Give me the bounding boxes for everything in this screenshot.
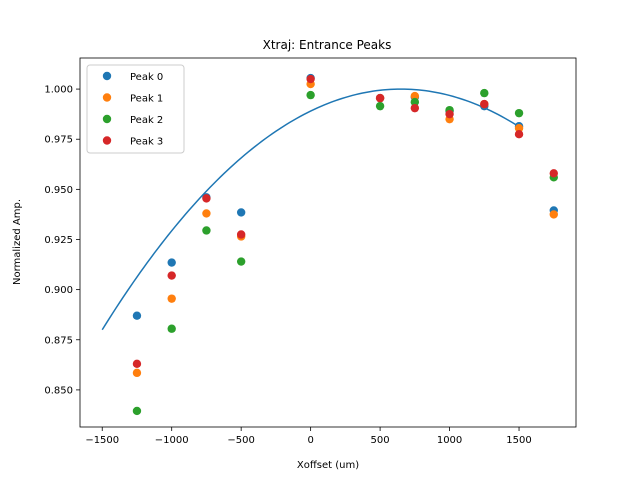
point-peak-3-9	[514, 130, 524, 139]
x-axis-label: Xoffset (um)	[297, 460, 359, 471]
point-peak-3-3	[236, 230, 246, 239]
y-tick-label: 0.850	[44, 385, 73, 396]
point-peak-3-10	[549, 169, 558, 178]
x-tick-label: −1500	[85, 435, 119, 446]
point-peak-2-6	[410, 97, 420, 107]
legend-label: Peak 2	[130, 115, 163, 126]
legend-marker	[102, 114, 112, 124]
point-peak-2-8	[480, 88, 489, 98]
y-tick-label: 0.875	[44, 335, 73, 346]
point-peak-0-3	[236, 208, 246, 217]
plot-frame	[79, 57, 577, 428]
x-tick-label: −500	[227, 435, 254, 446]
point-peak-3-0	[132, 359, 142, 369]
point-peak-2-3	[236, 257, 246, 266]
legend: Peak 0 Peak 1 Peak 2 Peak 3	[86, 64, 185, 154]
point-peak-2-9	[514, 108, 524, 118]
x-tick-label: 0	[307, 435, 313, 446]
point-peak-0-0	[132, 311, 142, 320]
x-tick-label: −1000	[155, 435, 189, 446]
y-axis-label: Normalized Amp.	[12, 199, 23, 285]
legend-label: Peak 0	[130, 72, 163, 83]
y-tick-label: 0.900	[44, 285, 73, 296]
point-peak-3-4	[306, 74, 315, 84]
x-tick-label: 500	[371, 435, 390, 446]
point-peak-2-2	[202, 226, 211, 235]
point-peak-2-4	[306, 90, 315, 100]
point-peak-3-1	[167, 271, 176, 280]
point-peak-1-6	[410, 91, 420, 101]
point-peak-1-10	[549, 210, 558, 219]
x-axis: −1500 −1000 −500 0 500 1000 1500	[85, 427, 532, 446]
x-tick-label: 1500	[506, 435, 531, 446]
point-peak-3-8	[480, 99, 489, 109]
legend-marker	[102, 136, 112, 145]
point-peak-2-0	[132, 406, 142, 416]
y-tick-label: 0.925	[44, 235, 73, 246]
chart-title: Xtraj: Entrance Peaks	[263, 38, 392, 52]
legend-marker	[102, 71, 112, 81]
point-peak-2-5	[375, 101, 385, 111]
y-tick-label: 0.975	[44, 135, 73, 146]
point-peak-1-9	[514, 123, 524, 133]
y-axis: 0.850 0.875 0.900 0.925 0.950 0.975 1.000	[44, 85, 80, 396]
y-tick-label: 1.000	[44, 85, 73, 96]
legend-label: Peak 1	[130, 94, 163, 105]
point-peak-3-7	[445, 109, 454, 119]
point-peak-2-1	[167, 324, 176, 333]
y-tick-label: 0.950	[44, 185, 73, 196]
point-peak-3-5	[375, 93, 385, 103]
plot-area	[101, 73, 558, 416]
fit-curve	[101, 88, 520, 331]
point-peak-0-1	[167, 258, 176, 267]
point-peak-3-2	[202, 194, 211, 203]
point-peak-1-0	[132, 368, 142, 378]
point-peak-1-1	[167, 294, 176, 303]
x-tick-label: 1000	[437, 435, 462, 446]
point-peak-1-2	[202, 209, 211, 218]
point-peak-3-6	[410, 103, 420, 113]
legend-label: Peak 3	[130, 137, 163, 148]
legend-marker	[102, 93, 112, 102]
legend-box	[86, 64, 185, 154]
